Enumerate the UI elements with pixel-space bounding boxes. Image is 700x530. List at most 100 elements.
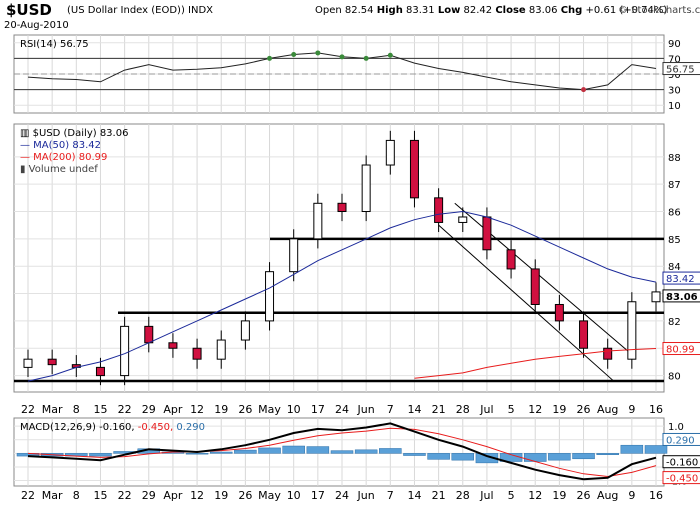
macd-histogram-bar <box>596 453 619 455</box>
macd-y-tick-label: 1.0 <box>668 422 684 433</box>
price-x-tick-label: 24 <box>335 403 349 416</box>
macd-legend-part: 0.290 <box>176 422 205 433</box>
price-y-tick-label: 80 <box>668 372 681 383</box>
price-x-tick-label: 15 <box>93 403 107 416</box>
price-candle <box>385 139 395 166</box>
instrument-name: (US Dollar Index (EOD)) INDX <box>67 5 213 16</box>
price-x-tick-label: May <box>258 403 281 416</box>
macd-x-tick-label: 19 <box>552 489 566 502</box>
price-candle <box>554 303 564 322</box>
price-x-tick-label: Jul <box>479 403 493 416</box>
price-candle <box>168 342 178 349</box>
price-candle <box>482 216 492 251</box>
macd-x-tick-label: 26 <box>577 489 591 502</box>
macd-signal-last-value: -0.450 <box>666 474 698 485</box>
price-candle <box>265 271 275 322</box>
volume-legend: ▮ Volume undef <box>20 164 98 175</box>
high-value: 83.31 <box>406 5 435 16</box>
price-x-tick-label: Apr <box>163 403 183 416</box>
macd-legend-part: -0.450, <box>138 422 177 433</box>
symbol-title: $USD <box>6 1 52 19</box>
price-x-tick-label: 14 <box>407 403 421 416</box>
macd-histogram-bar <box>185 453 209 455</box>
price-y-tick-label: 88 <box>668 153 681 164</box>
macd-histogram-bar <box>403 453 426 456</box>
price-y-tick-label: 87 <box>668 180 681 191</box>
price-y-tick-label: 86 <box>668 208 681 219</box>
price-candle <box>530 268 540 305</box>
ma200-last-value-box <box>662 342 700 356</box>
price-candle <box>216 339 226 360</box>
price-x-tick-label: 22 <box>21 403 35 416</box>
price-candle <box>289 238 299 273</box>
price-x-tick-label: 17 <box>311 403 325 416</box>
macd-x-tick-label: 28 <box>456 489 470 502</box>
macd-x-tick-label: 29 <box>142 489 156 502</box>
price-x-tick-label: 5 <box>508 403 515 416</box>
price-x-tick-label: 19 <box>214 403 228 416</box>
macd-histogram-bar <box>451 453 475 461</box>
ma200-last-value: 80.99 <box>666 345 695 356</box>
price-x-tick-label: 16 <box>649 403 663 416</box>
macd-legend-part: MACD(12,26,9) <box>20 422 99 433</box>
macd-x-tick-label: 24 <box>335 489 349 502</box>
macd-histogram-bar <box>209 451 233 454</box>
price-x-tick-label: 8 <box>73 403 80 416</box>
macd-legend-part: -0.160, <box>99 422 138 433</box>
macd-x-tick-label: 14 <box>407 489 421 502</box>
macd-signal-last-value-box <box>662 471 700 485</box>
price-x-tick-label: 26 <box>238 403 252 416</box>
macd-x-tick-label: 26 <box>238 489 252 502</box>
price-candle <box>337 202 347 213</box>
price-candle <box>627 301 637 360</box>
macd-last-value-box <box>662 455 700 469</box>
price-candle <box>120 325 130 377</box>
price-legend-main: ▥ $USD (Daily) 83.06 <box>20 128 128 139</box>
quote-summary: Open 82.54 High 83.31 Low 82.42 Close 83… <box>315 5 667 16</box>
macd-histogram-bar <box>620 444 644 454</box>
price-candle <box>361 164 371 213</box>
price-x-tick-label: 12 <box>190 403 204 416</box>
macd-x-tick-label: Aug <box>597 489 618 502</box>
macd-x-tick-label: Jul <box>479 489 493 502</box>
rsi-legend: RSI(14) 56.75 <box>20 39 89 50</box>
macd-histogram-bar <box>427 453 450 460</box>
rsi-y-tick-label: 50 <box>668 70 681 81</box>
stockcharts-credit[interactable]: © StockCharts.com <box>618 5 700 16</box>
price-candle <box>409 139 419 199</box>
macd-x-tick-label: 17 <box>311 489 325 502</box>
ma50-line <box>27 210 657 382</box>
close-value: 83.06 <box>528 5 558 16</box>
rsi-y-tick-label: 10 <box>668 101 681 112</box>
macd-x-tick-label: May <box>258 489 281 502</box>
macd-histogram-bar <box>89 453 112 457</box>
high-label: High <box>376 5 403 16</box>
rsi-overbought-mark <box>291 52 297 57</box>
price-y-tick-label: 84 <box>668 262 681 273</box>
macd-x-tick-label: Jun <box>357 489 375 502</box>
price-x-tick-label: 9 <box>628 403 635 416</box>
price-x-tick-label: 21 <box>432 403 446 416</box>
price-candle <box>95 366 105 377</box>
macd-histogram-bar <box>16 453 40 457</box>
channel-line-lower <box>438 224 615 382</box>
rsi-overbought-mark <box>363 55 369 61</box>
price-y-tick-label: 85 <box>668 235 681 246</box>
price-candle <box>651 291 661 303</box>
macd-histogram-bar <box>644 445 668 454</box>
ma50-legend: — MA(50) 83.42 <box>20 140 101 151</box>
price-candle <box>506 249 516 270</box>
macd-x-tick-label: 21 <box>432 489 446 502</box>
price-x-tick-label: Jun <box>357 403 375 416</box>
close-label: Close <box>495 5 526 16</box>
exchange-label: INDX <box>188 5 214 16</box>
rsi-overbought-mark <box>339 54 345 60</box>
price-x-tick-label: Aug <box>597 403 618 416</box>
price-x-tick-label: 26 <box>577 403 591 416</box>
price-candle <box>313 202 323 240</box>
price-x-tick-label: 29 <box>142 403 156 416</box>
price-candle <box>603 347 613 360</box>
macd-histogram-bar <box>330 450 354 454</box>
price-x-tick-label: 12 <box>528 403 542 416</box>
